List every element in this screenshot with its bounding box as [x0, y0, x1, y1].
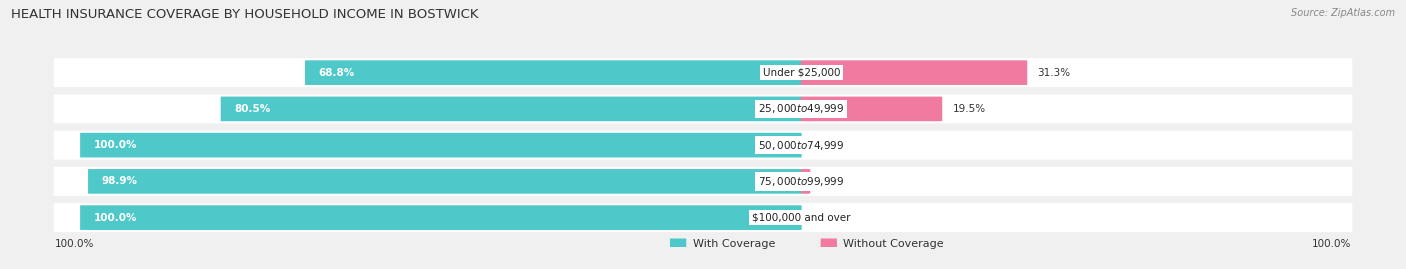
- Text: $100,000 and over: $100,000 and over: [752, 213, 851, 223]
- FancyBboxPatch shape: [305, 60, 801, 85]
- Text: Without Coverage: Without Coverage: [844, 239, 943, 249]
- FancyBboxPatch shape: [53, 58, 1353, 87]
- FancyBboxPatch shape: [801, 97, 942, 121]
- Text: $25,000 to $49,999: $25,000 to $49,999: [758, 102, 845, 115]
- FancyBboxPatch shape: [53, 131, 1353, 160]
- FancyBboxPatch shape: [671, 239, 686, 249]
- FancyBboxPatch shape: [801, 60, 1028, 85]
- Text: $50,000 to $74,999: $50,000 to $74,999: [758, 139, 845, 152]
- Text: 68.8%: 68.8%: [319, 68, 354, 78]
- FancyBboxPatch shape: [80, 133, 801, 157]
- Text: 100.0%: 100.0%: [94, 213, 138, 223]
- FancyBboxPatch shape: [221, 97, 801, 121]
- Text: 1.2%: 1.2%: [821, 176, 846, 186]
- Text: 31.3%: 31.3%: [1038, 68, 1070, 78]
- FancyBboxPatch shape: [821, 239, 837, 249]
- Text: 98.9%: 98.9%: [101, 176, 138, 186]
- Text: 100.0%: 100.0%: [94, 140, 138, 150]
- Text: 19.5%: 19.5%: [952, 104, 986, 114]
- Text: Source: ZipAtlas.com: Source: ZipAtlas.com: [1291, 8, 1395, 18]
- Text: $75,000 to $99,999: $75,000 to $99,999: [758, 175, 845, 188]
- FancyBboxPatch shape: [801, 169, 810, 194]
- Text: 80.5%: 80.5%: [235, 104, 270, 114]
- FancyBboxPatch shape: [53, 94, 1353, 123]
- Text: Under $25,000: Under $25,000: [762, 68, 839, 78]
- Text: 0.0%: 0.0%: [811, 213, 838, 223]
- Text: HEALTH INSURANCE COVERAGE BY HOUSEHOLD INCOME IN BOSTWICK: HEALTH INSURANCE COVERAGE BY HOUSEHOLD I…: [11, 8, 479, 21]
- FancyBboxPatch shape: [53, 203, 1353, 232]
- FancyBboxPatch shape: [80, 205, 801, 230]
- FancyBboxPatch shape: [53, 167, 1353, 196]
- FancyBboxPatch shape: [89, 169, 801, 194]
- Text: 100.0%: 100.0%: [55, 239, 94, 249]
- Text: With Coverage: With Coverage: [693, 239, 775, 249]
- Text: 0.0%: 0.0%: [811, 140, 838, 150]
- Text: 100.0%: 100.0%: [1312, 239, 1351, 249]
